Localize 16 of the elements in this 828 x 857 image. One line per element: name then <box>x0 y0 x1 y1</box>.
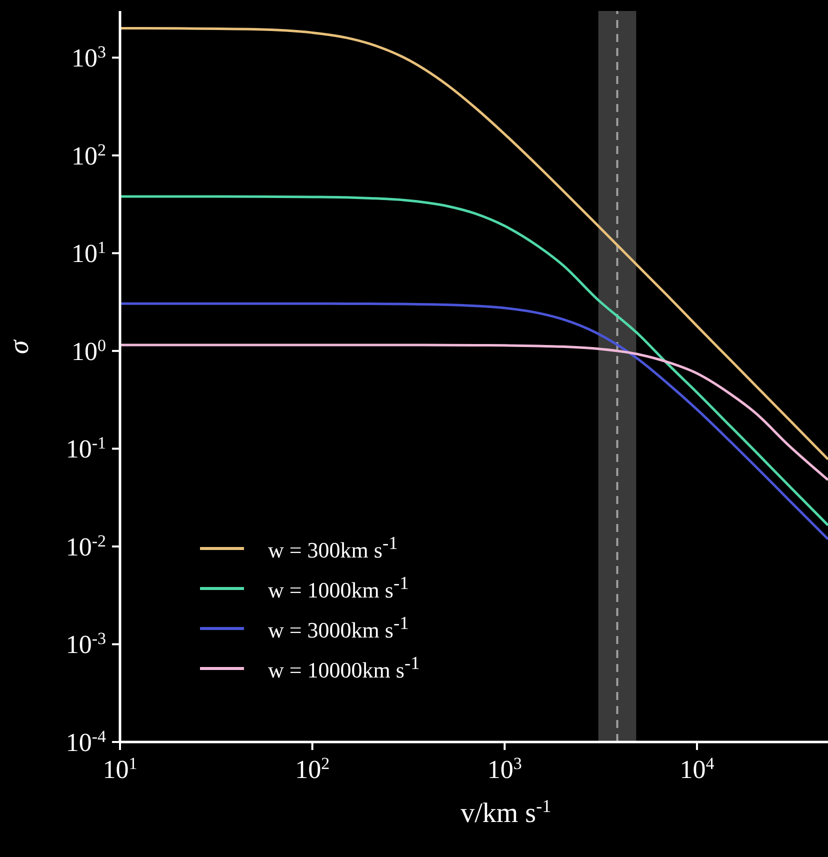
x-tick-label: 10$^{2}$ <box>295 754 330 784</box>
y-tick-label: 10$^{0}$ <box>72 335 106 366</box>
x-axis-title: v/km s$^{-1}$ <box>460 796 552 829</box>
y-tick-label: 10$^{-2}$ <box>66 530 106 562</box>
y-tick-label: 10$^{3}$ <box>72 42 106 73</box>
y-axis-title: σ <box>4 339 35 354</box>
y-tick-label: 10$^{-1}$ <box>66 433 106 464</box>
y-tick-label: 10$^{1}$ <box>72 238 106 268</box>
legend-label: w = 3000km s$^{-1}$ <box>268 612 409 644</box>
x-tick-label: 10$^{3}$ <box>487 754 522 784</box>
legend-label: w = 300km s$^{-1}$ <box>268 532 398 564</box>
legend-label: w = 1000km s$^{-1}$ <box>268 572 409 604</box>
x-tick-label: 10$^{4}$ <box>680 754 715 784</box>
y-tick-label: 10$^{-3}$ <box>66 628 106 660</box>
legend-label: w = 10000km s$^{-1}$ <box>268 652 420 684</box>
y-tick-label: 10$^{2}$ <box>72 140 106 170</box>
